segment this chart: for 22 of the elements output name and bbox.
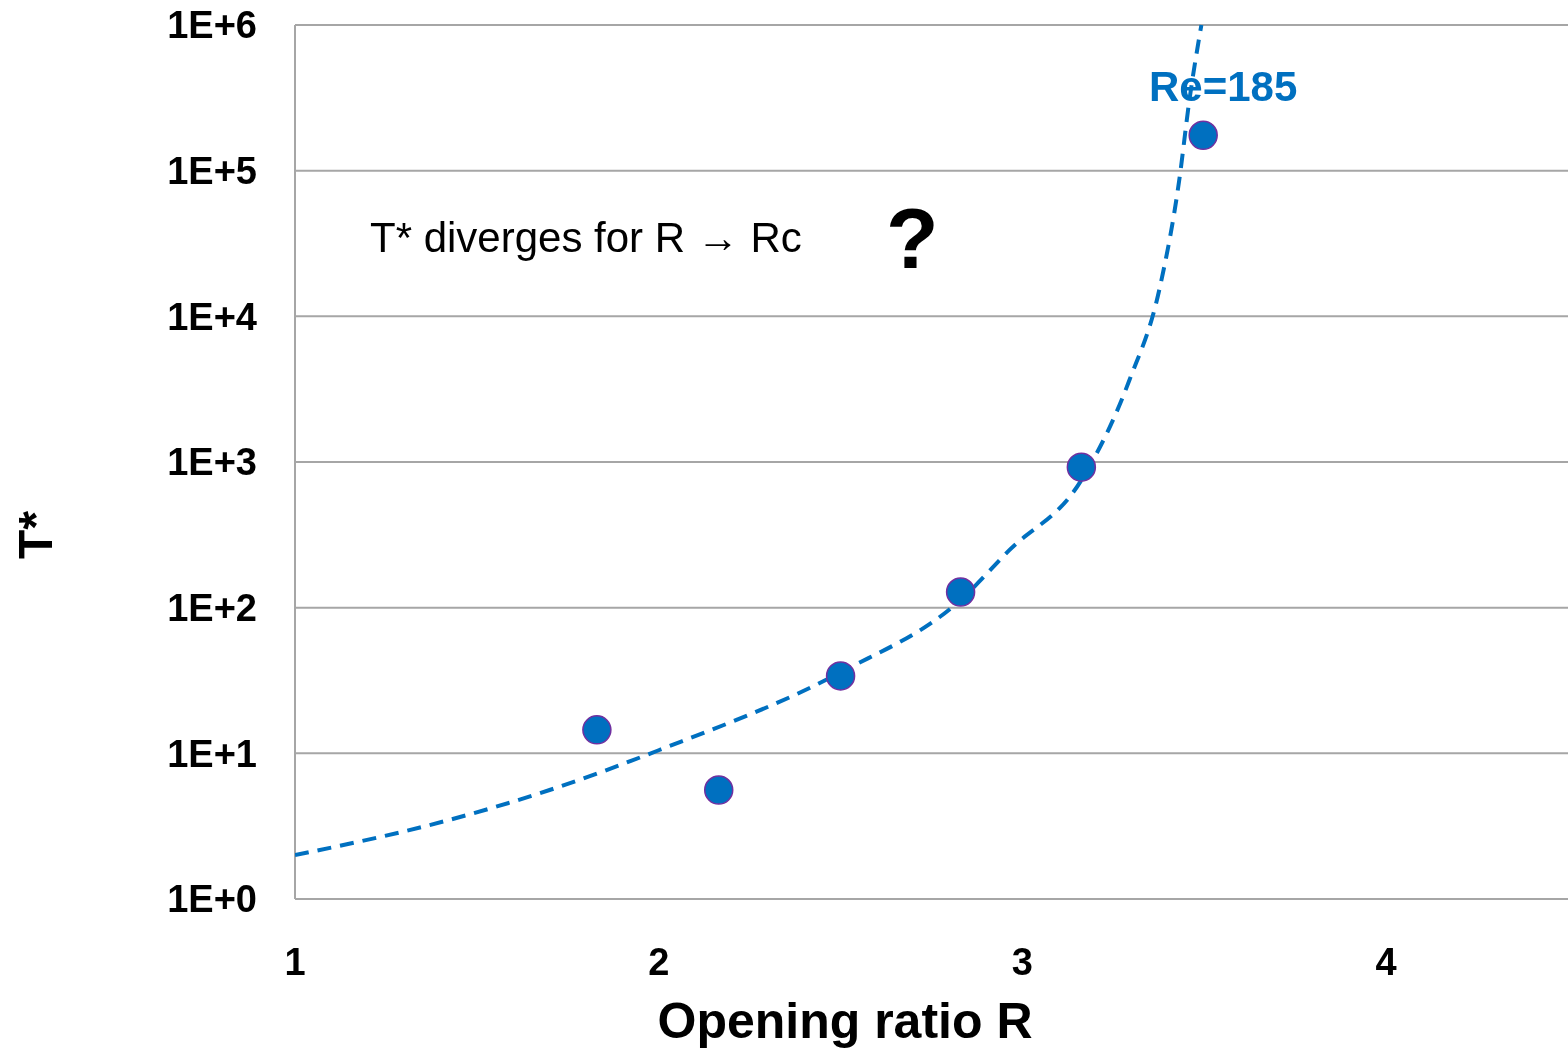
y-tick-label: 1E+0 [167, 878, 257, 921]
point [703, 775, 734, 805]
point [945, 577, 976, 607]
y-tick-label: 1E+2 [167, 586, 257, 629]
annotation: ? [886, 190, 939, 286]
x-tick-label: 4 [1375, 941, 1397, 983]
point [825, 661, 856, 691]
x-tick-label: 3 [1011, 941, 1033, 983]
point [1188, 120, 1218, 151]
annotation: T* diverges for R → Rc [370, 214, 802, 261]
point [582, 715, 612, 745]
y-tick-label: 1E+5 [167, 149, 257, 192]
y-tick-label: 1E+1 [167, 732, 257, 775]
x-tick-label: 1 [284, 941, 306, 983]
series-label: Re=185 [1149, 63, 1298, 111]
x-tick-label: 2 [648, 941, 670, 983]
x-axis-title: Opening ratio R [657, 993, 1033, 1048]
y-tick-label: 1E+4 [167, 295, 257, 338]
y-tick-label: 1E+3 [167, 441, 257, 484]
y-axis-title: T* [9, 510, 62, 559]
point [1066, 452, 1097, 482]
y-tick-label: 1E+6 [167, 4, 257, 47]
